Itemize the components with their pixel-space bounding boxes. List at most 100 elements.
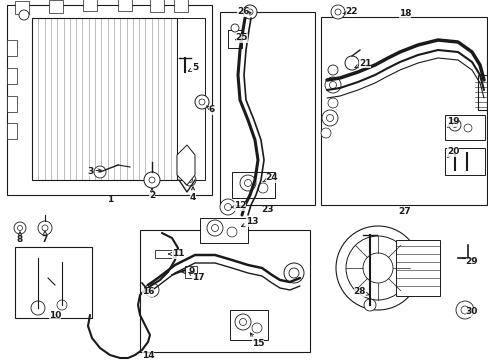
Circle shape bbox=[94, 166, 106, 178]
Circle shape bbox=[244, 180, 251, 186]
Circle shape bbox=[230, 24, 239, 32]
Text: 20: 20 bbox=[446, 148, 458, 157]
Circle shape bbox=[327, 65, 337, 75]
Bar bbox=[444, 115, 484, 140]
Circle shape bbox=[206, 220, 223, 236]
Text: 10: 10 bbox=[49, 311, 61, 320]
Bar bbox=[231, 172, 274, 198]
Text: 12: 12 bbox=[230, 202, 246, 211]
Circle shape bbox=[258, 183, 267, 193]
Bar bbox=[32, 18, 177, 180]
Circle shape bbox=[246, 9, 252, 15]
Text: 5: 5 bbox=[188, 63, 198, 72]
Bar bbox=[49, 0, 63, 13]
Circle shape bbox=[326, 114, 333, 122]
Circle shape bbox=[187, 177, 192, 183]
Bar bbox=[174, 0, 187, 12]
Bar bbox=[7, 123, 17, 139]
Text: 2: 2 bbox=[148, 189, 155, 201]
Circle shape bbox=[362, 253, 392, 283]
Circle shape bbox=[329, 81, 336, 89]
Circle shape bbox=[226, 227, 237, 237]
Circle shape bbox=[149, 177, 155, 183]
Circle shape bbox=[251, 323, 262, 333]
Text: 8: 8 bbox=[17, 232, 23, 244]
Circle shape bbox=[335, 226, 419, 310]
Circle shape bbox=[239, 319, 246, 325]
Bar bbox=[320, 17, 486, 205]
Bar bbox=[118, 0, 132, 11]
Text: 21: 21 bbox=[354, 58, 370, 68]
Bar bbox=[83, 0, 97, 11]
Bar bbox=[155, 250, 173, 258]
Circle shape bbox=[143, 172, 160, 188]
Bar bbox=[7, 40, 17, 56]
Text: 19: 19 bbox=[446, 117, 458, 127]
Text: 9: 9 bbox=[182, 267, 195, 276]
Bar bbox=[7, 68, 17, 84]
Circle shape bbox=[235, 314, 250, 330]
Text: 28: 28 bbox=[353, 288, 368, 297]
Circle shape bbox=[38, 221, 52, 235]
Circle shape bbox=[57, 300, 67, 310]
Circle shape bbox=[363, 299, 375, 311]
Bar bbox=[444, 148, 484, 175]
Circle shape bbox=[243, 5, 257, 19]
Text: 25: 25 bbox=[235, 33, 248, 42]
Bar bbox=[7, 96, 17, 112]
Circle shape bbox=[211, 225, 218, 231]
Bar bbox=[200, 218, 247, 243]
Circle shape bbox=[284, 263, 304, 283]
Text: 23: 23 bbox=[261, 206, 274, 215]
Text: 4: 4 bbox=[189, 187, 196, 202]
Circle shape bbox=[463, 124, 471, 132]
Circle shape bbox=[145, 283, 159, 297]
Circle shape bbox=[14, 222, 26, 234]
Circle shape bbox=[199, 99, 204, 105]
Circle shape bbox=[220, 199, 236, 215]
Polygon shape bbox=[177, 145, 195, 185]
Text: 22: 22 bbox=[342, 8, 358, 17]
Circle shape bbox=[460, 306, 468, 314]
Text: 18: 18 bbox=[398, 9, 410, 18]
Circle shape bbox=[18, 225, 22, 230]
Bar bbox=[150, 0, 163, 12]
Bar bbox=[15, 247, 92, 318]
Circle shape bbox=[448, 119, 460, 131]
Circle shape bbox=[451, 122, 457, 127]
Circle shape bbox=[288, 268, 298, 278]
Circle shape bbox=[334, 9, 340, 15]
Text: 13: 13 bbox=[241, 217, 258, 227]
Text: 3: 3 bbox=[87, 166, 101, 175]
Bar bbox=[229, 310, 267, 340]
Circle shape bbox=[346, 236, 409, 300]
Bar bbox=[227, 30, 242, 48]
Circle shape bbox=[455, 301, 473, 319]
Text: 7: 7 bbox=[42, 231, 48, 244]
Circle shape bbox=[321, 110, 337, 126]
Bar bbox=[184, 266, 197, 278]
Circle shape bbox=[31, 301, 45, 315]
Bar bbox=[15, 1, 29, 14]
Text: 16: 16 bbox=[142, 288, 154, 297]
Text: 29: 29 bbox=[465, 257, 477, 266]
Bar bbox=[395, 240, 439, 296]
Text: 6: 6 bbox=[206, 105, 215, 114]
Bar bbox=[177, 18, 204, 180]
Bar bbox=[477, 75, 486, 110]
Circle shape bbox=[330, 5, 345, 19]
Circle shape bbox=[240, 175, 256, 191]
Circle shape bbox=[345, 56, 358, 70]
Text: 26: 26 bbox=[236, 8, 250, 17]
Bar bbox=[220, 12, 314, 205]
Circle shape bbox=[327, 98, 337, 108]
Text: 17: 17 bbox=[188, 273, 204, 283]
Text: 14: 14 bbox=[142, 351, 154, 360]
Text: 24: 24 bbox=[263, 174, 278, 183]
Text: 11: 11 bbox=[168, 249, 184, 258]
Text: 1: 1 bbox=[107, 195, 113, 204]
Circle shape bbox=[183, 174, 196, 186]
Bar bbox=[7, 5, 212, 195]
Circle shape bbox=[195, 95, 208, 109]
Circle shape bbox=[224, 203, 231, 211]
